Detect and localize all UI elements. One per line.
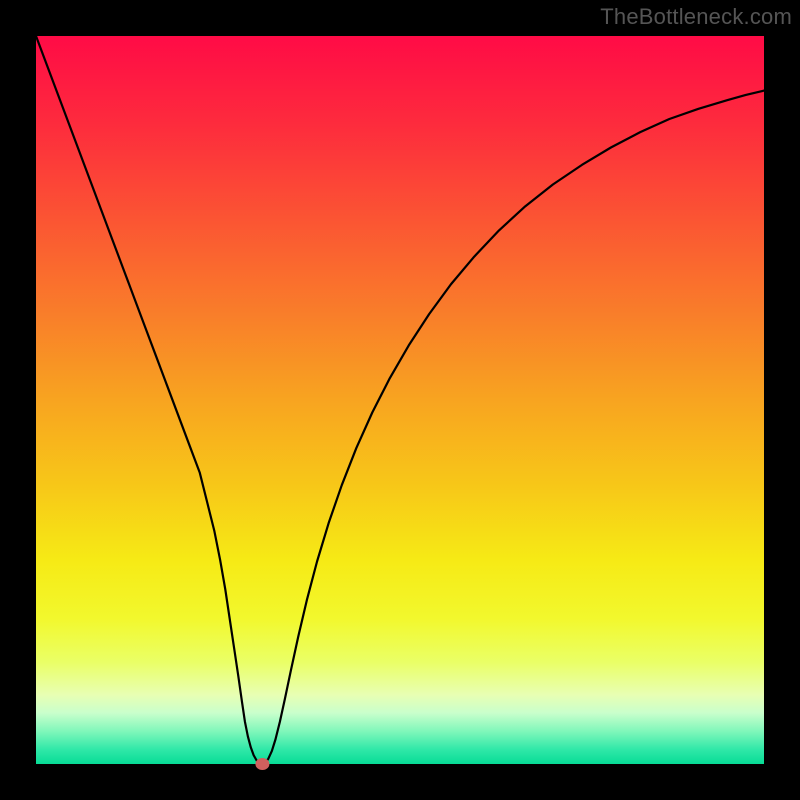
watermark-label: TheBottleneck.com: [600, 4, 792, 30]
plot-background: [36, 36, 764, 764]
chart-stage: TheBottleneck.com: [0, 0, 800, 800]
optimal-point-marker: [255, 758, 269, 770]
bottleneck-chart: [0, 0, 800, 800]
